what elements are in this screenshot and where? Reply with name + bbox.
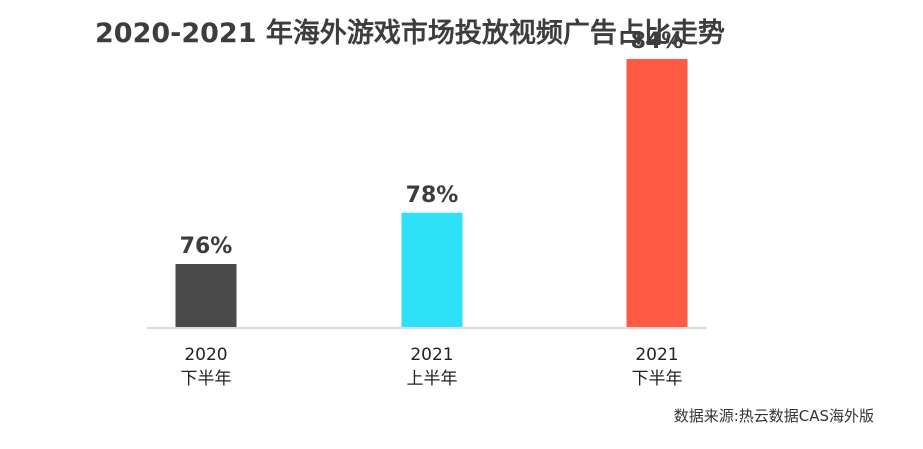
category-year-0: 2020: [184, 345, 227, 365]
value-label-1: 78%: [406, 183, 459, 208]
source-note: 数据来源:热云数据CAS海外版: [674, 407, 874, 425]
category-period-2: 下半年: [632, 369, 683, 389]
value-label-2: 84%: [631, 29, 684, 54]
category-period-1: 上半年: [407, 369, 458, 389]
value-label-0: 76%: [180, 234, 233, 259]
category-period-0: 下半年: [181, 369, 232, 389]
bars: [175, 59, 688, 327]
category-year-1: 2021: [410, 345, 453, 365]
bar-1: [401, 212, 463, 327]
bar-2: [626, 59, 688, 327]
value-labels: 76% 78% 84%: [180, 29, 684, 259]
category-labels: 2020 下半年 2021 上半年 2021 下半年: [181, 345, 683, 389]
bar-0: [175, 264, 237, 327]
chart-title: 2020-2021 年海外游戏市场投放视频广告占比走势: [95, 17, 725, 49]
category-year-2: 2021: [635, 345, 678, 365]
